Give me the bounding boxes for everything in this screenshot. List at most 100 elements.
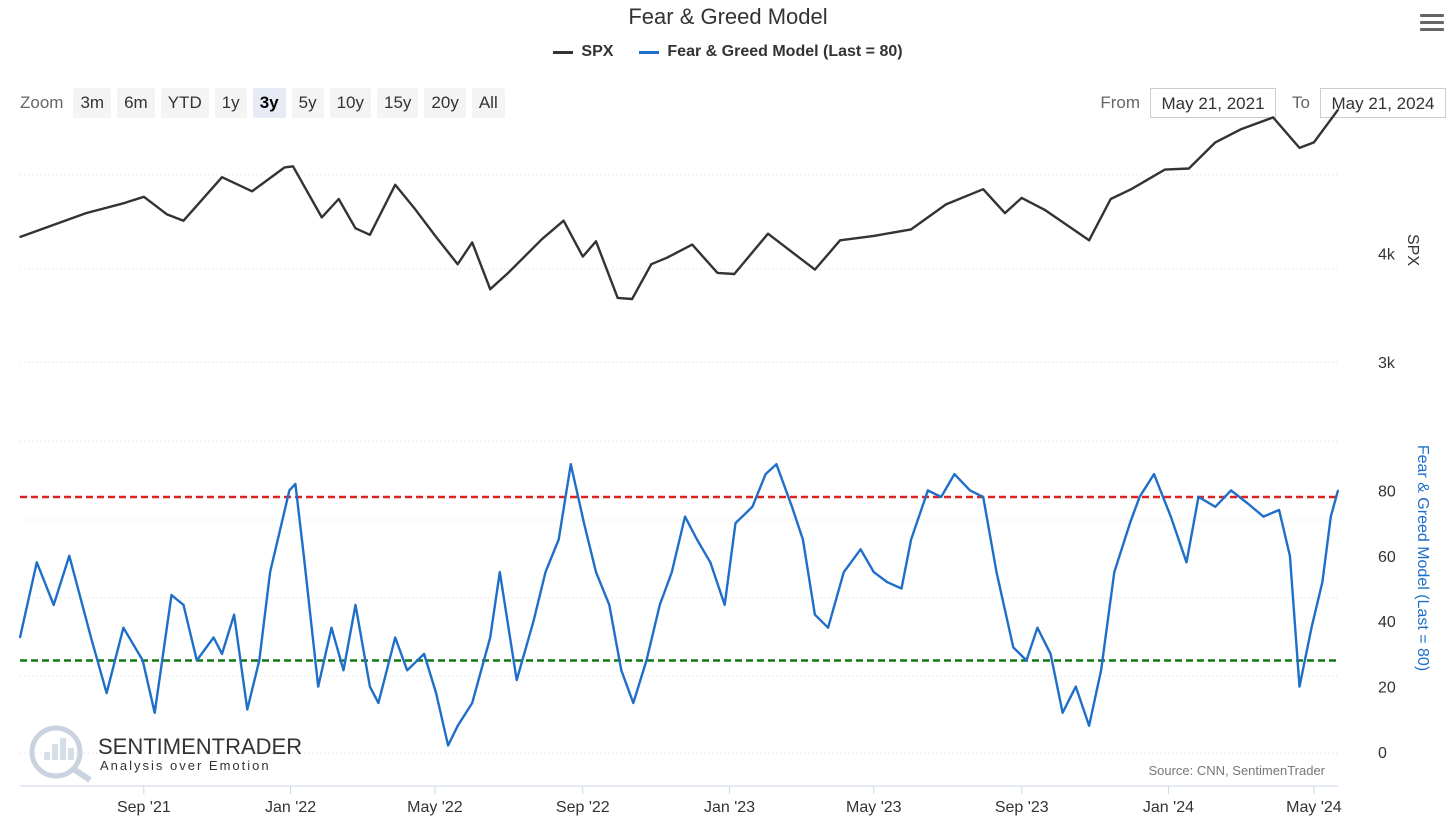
data-point-spx-20 xyxy=(489,288,492,291)
zoom-button-1y[interactable]: 1y xyxy=(214,88,247,118)
data-point-fg-87 xyxy=(1197,496,1200,498)
data-point-fg-66 xyxy=(910,538,912,541)
data-point-spx-1 xyxy=(49,225,51,228)
data-point-spx-53 xyxy=(1337,108,1339,111)
data-point-spx-33 xyxy=(767,232,769,235)
watermark-logo-icon xyxy=(29,725,83,779)
zoom-button-15y[interactable]: 15y xyxy=(377,88,419,118)
data-point-fg-38 xyxy=(544,571,547,573)
to-date-input[interactable]: May 21, 2024 xyxy=(1320,88,1446,118)
watermark-tagline: Analysis over Emotion xyxy=(100,758,271,773)
zoom-button-3y[interactable]: 3y xyxy=(252,88,286,118)
data-point-fg-28 xyxy=(406,669,409,672)
data-point-fg-59 xyxy=(814,613,816,616)
data-point-fg-15 xyxy=(246,708,249,711)
data-point-fg-16 xyxy=(258,659,261,662)
data-point-spx-42 xyxy=(1043,208,1046,211)
watermark-logo-bar-0 xyxy=(44,752,50,760)
data-point-spx-23 xyxy=(562,219,565,222)
data-point-spx-24 xyxy=(581,255,584,258)
zoom-button-6m[interactable]: 6m xyxy=(117,88,155,118)
data-point-fg-52 xyxy=(723,604,726,606)
chart-legend: SPX Fear & Greed Model (Last = 80) xyxy=(0,43,1456,61)
data-point-fg-50 xyxy=(696,538,698,541)
data-point-fg-10 xyxy=(182,604,185,606)
data-point-spx-50 xyxy=(1272,116,1274,119)
data-point-spx-14 xyxy=(369,233,371,236)
data-point-spx-26 xyxy=(616,297,619,299)
y-axis-title-fear-greed: Fear & Greed Model (Last = 80) xyxy=(1414,445,1431,671)
data-point-spx-25 xyxy=(595,240,597,243)
x-tick-label-8: May '24 xyxy=(1286,799,1342,816)
data-point-fg-68 xyxy=(940,496,943,498)
data-point-fg-60 xyxy=(827,626,829,629)
zoom-toolbar: Zoom 3m 6m YTD 1y 3y 5y 10y 15y 20y All xyxy=(20,88,511,118)
x-tick-label-4: Jan '23 xyxy=(704,799,755,816)
data-point-fg-51 xyxy=(709,561,712,564)
zoom-button-20y[interactable]: 20y xyxy=(424,88,466,118)
zoom-button-3m[interactable]: 3m xyxy=(73,88,112,118)
data-point-fg-84 xyxy=(1153,473,1155,475)
source-credit: Source: CNN, SentimenTrader xyxy=(1148,763,1325,778)
legend-item-spx[interactable]: SPX xyxy=(553,43,613,61)
data-point-spx-18 xyxy=(456,263,459,266)
data-point-fg-78 xyxy=(1074,685,1077,688)
y-tick-label-p1-1: 20 xyxy=(1378,680,1396,697)
data-point-fg-12 xyxy=(212,636,215,639)
watermark-name: SENTIMENTRADER xyxy=(98,734,302,759)
data-point-fg-24 xyxy=(354,604,357,606)
data-point-fg-94 xyxy=(1298,685,1301,688)
data-point-fg-34 xyxy=(489,636,492,639)
chart-menu-icon[interactable] xyxy=(1418,10,1446,36)
legend-item-fear-greed[interactable]: Fear & Greed Model (Last = 80) xyxy=(639,43,903,61)
series-line-fear-greed xyxy=(18,463,1340,747)
watermark-logo-handle xyxy=(70,765,92,783)
data-point-spx-44 xyxy=(1109,198,1112,200)
data-point-spx-9 xyxy=(283,166,286,169)
data-point-fg-21 xyxy=(317,685,320,688)
date-range-selector: From May 21, 2021 To May 21, 2024 xyxy=(1084,88,1446,118)
data-point-spx-27 xyxy=(631,298,633,300)
data-point-fg-25 xyxy=(369,685,371,688)
data-point-spx-6 xyxy=(182,219,185,222)
from-date-input[interactable]: May 21, 2021 xyxy=(1150,88,1277,118)
data-point-fg-90 xyxy=(1246,502,1249,505)
data-point-fg-39 xyxy=(557,538,560,541)
zoom-button-10y[interactable]: 10y xyxy=(329,88,371,118)
data-point-fg-76 xyxy=(1049,653,1052,655)
y-tick-label-p1-4: 80 xyxy=(1378,483,1396,500)
zoom-button-all[interactable]: All xyxy=(471,88,505,118)
data-point-fg-48 xyxy=(670,571,673,573)
data-point-fg-88 xyxy=(1214,505,1217,508)
data-point-fg-41 xyxy=(583,522,585,524)
data-point-fg-2 xyxy=(52,604,55,606)
data-point-fg-56 xyxy=(775,463,778,466)
data-point-spx-35 xyxy=(839,239,841,242)
data-point-spx-51 xyxy=(1298,147,1301,149)
data-point-fg-63 xyxy=(872,571,875,573)
data-point-fg-31 xyxy=(447,744,449,747)
data-point-spx-41 xyxy=(1020,197,1023,199)
watermark-logo-bar-3 xyxy=(68,748,74,760)
x-tick-label-5: May '23 xyxy=(846,799,902,816)
data-point-fg-93 xyxy=(1289,554,1291,557)
data-point-fg-70 xyxy=(969,489,971,492)
zoom-button-5y[interactable]: 5y xyxy=(291,88,324,118)
zoom-button-ytd[interactable]: YTD xyxy=(160,88,209,118)
data-point-spx-19 xyxy=(471,241,474,244)
data-point-fg-8 xyxy=(153,711,156,714)
data-point-fg-92 xyxy=(1278,509,1280,511)
data-point-spx-49 xyxy=(1239,128,1242,131)
data-point-spx-8 xyxy=(251,190,254,193)
data-point-fg-54 xyxy=(751,505,754,508)
data-point-spx-40 xyxy=(1004,212,1006,215)
data-point-spx-48 xyxy=(1214,141,1217,144)
data-point-fg-64 xyxy=(886,581,888,583)
data-point-fg-5 xyxy=(105,692,108,694)
data-point-spx-43 xyxy=(1088,239,1090,242)
data-point-fg-1 xyxy=(35,561,38,564)
data-point-fg-97 xyxy=(1329,515,1332,518)
data-point-fg-91 xyxy=(1262,515,1265,518)
y-tick-label-p1-3: 60 xyxy=(1378,549,1396,566)
data-point-spx-39 xyxy=(982,188,985,191)
